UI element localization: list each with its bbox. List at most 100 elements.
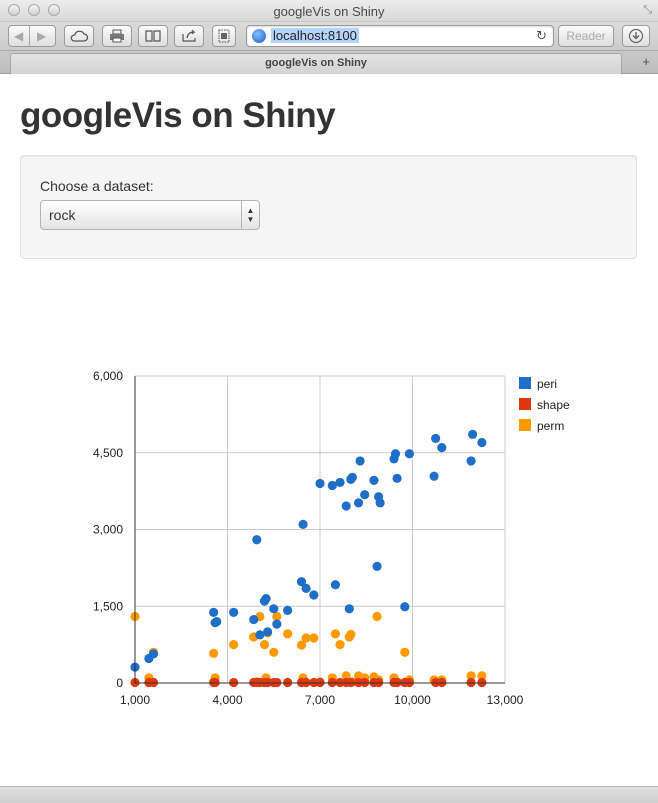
- point-perm[interactable]: [477, 671, 487, 681]
- point-peri[interactable]: [283, 605, 293, 615]
- point-perm[interactable]: [283, 629, 293, 639]
- point-peri[interactable]: [431, 433, 441, 444]
- point-peri[interactable]: [466, 456, 476, 466]
- forward-arrow-icon[interactable]: ▶: [37, 29, 47, 43]
- point-peri[interactable]: [309, 590, 319, 600]
- point-peri[interactable]: [355, 456, 365, 466]
- point-shape[interactable]: [360, 677, 370, 688]
- x-tick-label: 10,000: [394, 693, 431, 707]
- close-window-button[interactable]: [8, 4, 20, 16]
- chart-points: [130, 429, 487, 688]
- point-peri[interactable]: [298, 519, 308, 529]
- point-shape[interactable]: [283, 677, 293, 688]
- point-peri[interactable]: [390, 449, 401, 459]
- point-shape[interactable]: [392, 677, 402, 688]
- point-peri[interactable]: [301, 583, 311, 593]
- point-perm[interactable]: [229, 640, 239, 650]
- point-peri[interactable]: [252, 535, 262, 545]
- point-peri[interactable]: [229, 607, 239, 617]
- point-shape[interactable]: [373, 677, 384, 688]
- point-peri[interactable]: [400, 602, 410, 612]
- point-shape[interactable]: [466, 677, 476, 688]
- point-perm[interactable]: [209, 648, 219, 658]
- point-peri[interactable]: [375, 498, 385, 508]
- point-perm[interactable]: [335, 640, 345, 650]
- reading-list-button[interactable]: [138, 25, 168, 47]
- point-peri[interactable]: [347, 472, 357, 482]
- point-peri[interactable]: [353, 498, 364, 508]
- point-peri[interactable]: [315, 478, 325, 489]
- plus-icon[interactable]: +: [642, 54, 650, 69]
- point-peri[interactable]: [372, 561, 382, 571]
- point-peri[interactable]: [360, 490, 370, 500]
- point-shape[interactable]: [437, 677, 447, 688]
- print-button[interactable]: [102, 25, 132, 47]
- point-peri[interactable]: [429, 471, 439, 481]
- point-peri[interactable]: [296, 577, 307, 587]
- minimize-window-button[interactable]: [28, 4, 40, 16]
- point-peri[interactable]: [262, 627, 273, 637]
- point-shape[interactable]: [327, 677, 337, 688]
- download-icon: [628, 28, 644, 44]
- point-perm[interactable]: [296, 640, 307, 650]
- reload-icon[interactable]: ↻: [536, 28, 547, 43]
- point-peri[interactable]: [255, 630, 265, 640]
- point-shape[interactable]: [346, 677, 356, 688]
- point-peri[interactable]: [477, 437, 487, 448]
- chart-legend: peri shape perm: [519, 377, 570, 433]
- point-perm[interactable]: [259, 640, 270, 650]
- point-peri[interactable]: [330, 580, 341, 590]
- point-perm[interactable]: [372, 611, 382, 622]
- downloads-button[interactable]: [622, 25, 650, 47]
- back-arrow-icon[interactable]: ◀: [14, 29, 24, 43]
- point-perm[interactable]: [341, 671, 351, 681]
- point-shape[interactable]: [404, 677, 415, 688]
- point-peri[interactable]: [341, 501, 351, 511]
- point-peri[interactable]: [269, 604, 279, 614]
- fullscreen-icon[interactable]: ⤡: [643, 4, 652, 16]
- point-shape[interactable]: [229, 677, 239, 688]
- point-peri[interactable]: [148, 649, 159, 659]
- point-peri[interactable]: [369, 475, 379, 485]
- point-peri[interactable]: [404, 449, 415, 459]
- point-perm[interactable]: [330, 629, 341, 639]
- point-shape[interactable]: [210, 677, 220, 688]
- chart-axes: [134, 376, 505, 684]
- point-peri[interactable]: [437, 443, 447, 453]
- point-perm[interactable]: [346, 629, 356, 639]
- point-perm[interactable]: [272, 611, 282, 622]
- point-shape[interactable]: [272, 677, 282, 688]
- point-perm[interactable]: [301, 633, 311, 643]
- point-peri[interactable]: [261, 593, 271, 604]
- point-peri[interactable]: [249, 614, 259, 625]
- url-text[interactable]: localhost:8100: [271, 28, 359, 43]
- point-shape[interactable]: [148, 677, 159, 688]
- zoom-window-button[interactable]: [48, 4, 60, 16]
- reader-button[interactable]: Reader: [558, 25, 614, 47]
- point-perm[interactable]: [309, 633, 319, 643]
- point-perm[interactable]: [466, 671, 476, 681]
- icloud-tabs-button[interactable]: [64, 25, 94, 47]
- point-peri[interactable]: [335, 477, 345, 488]
- sidebar-panel: Choose a dataset: rock ▲ ▼: [20, 155, 637, 259]
- point-shape[interactable]: [315, 677, 325, 688]
- point-peri[interactable]: [209, 607, 219, 617]
- legend-swatch-peri: [519, 377, 531, 389]
- point-peri[interactable]: [392, 473, 402, 483]
- point-shape[interactable]: [477, 677, 487, 688]
- point-perm[interactable]: [269, 647, 279, 657]
- point-peri[interactable]: [212, 617, 222, 627]
- point-shape[interactable]: [301, 677, 311, 688]
- share-button[interactable]: [174, 25, 204, 47]
- point-peri[interactable]: [468, 429, 478, 439]
- point-peri[interactable]: [272, 619, 282, 629]
- tab-googlevis[interactable]: googleVis on Shiny: [10, 53, 622, 74]
- tab-view-button[interactable]: [212, 25, 236, 47]
- y-tick-label: 6,000: [93, 369, 123, 383]
- dataset-select[interactable]: rock ▲ ▼: [40, 200, 260, 230]
- x-tick-label: 4,000: [212, 693, 242, 707]
- point-peri[interactable]: [327, 480, 337, 491]
- point-perm[interactable]: [400, 647, 410, 657]
- address-bar[interactable]: localhost:8100 ↻: [246, 25, 554, 47]
- point-peri[interactable]: [344, 604, 354, 614]
